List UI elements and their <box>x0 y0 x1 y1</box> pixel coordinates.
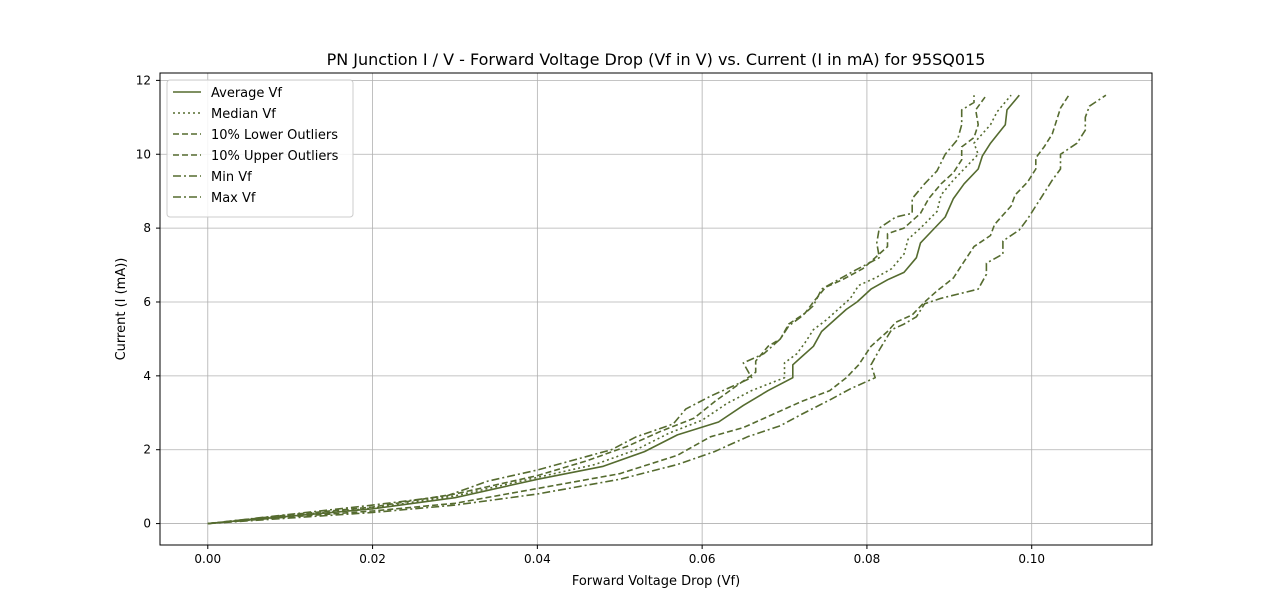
series-line-2 <box>207 94 988 525</box>
series-line-1 <box>207 94 1012 525</box>
x-tick-label: 0.02 <box>359 552 386 566</box>
x-tick-label: 0.10 <box>1018 552 1045 566</box>
x-axis-label: Forward Voltage Drop (Vf) <box>572 574 740 589</box>
series-line-5 <box>207 94 1107 525</box>
series-line-0 <box>207 94 1020 525</box>
chart-title: PN Junction I / V - Forward Voltage Drop… <box>327 50 986 69</box>
plot-frame <box>159 72 1153 546</box>
grid <box>160 73 1152 545</box>
x-tick-label: 0.08 <box>854 552 881 566</box>
legend-label: Median Vf <box>211 107 276 122</box>
y-tick-label: 12 <box>136 73 151 87</box>
y-axis-label: Current (I (mA)) <box>114 258 129 361</box>
y-axis-ticks: 0 2 4 6 8 10 12 <box>136 73 160 531</box>
y-tick-label: 6 <box>143 295 151 309</box>
y-tick-label: 4 <box>143 369 151 383</box>
x-tick-label: 0.00 <box>194 552 221 566</box>
series-line-3 <box>207 94 1070 525</box>
y-tick-label: 10 <box>136 147 151 161</box>
legend-label: Average Vf <box>211 86 282 101</box>
legend-label: 10% Upper Outliers <box>211 149 339 164</box>
x-axis-ticks: 0.00 0.02 0.04 0.06 0.08 0.10 <box>194 545 1045 566</box>
y-tick-label: 8 <box>143 221 151 235</box>
legend-label: Min Vf <box>211 170 252 185</box>
legend-box <box>166 79 354 218</box>
series-line-4 <box>207 95 975 525</box>
legend-label: 10% Lower Outliers <box>211 128 338 143</box>
legend-label: Max Vf <box>211 191 256 206</box>
y-tick-label: 0 <box>143 517 151 531</box>
legend: Average Vf Median Vf 10% Lower Outliers 10%… <box>166 79 354 218</box>
x-tick-label: 0.06 <box>689 552 716 566</box>
y-tick-label: 2 <box>143 443 151 457</box>
series-lines <box>207 94 1107 525</box>
x-tick-label: 0.04 <box>524 552 551 566</box>
